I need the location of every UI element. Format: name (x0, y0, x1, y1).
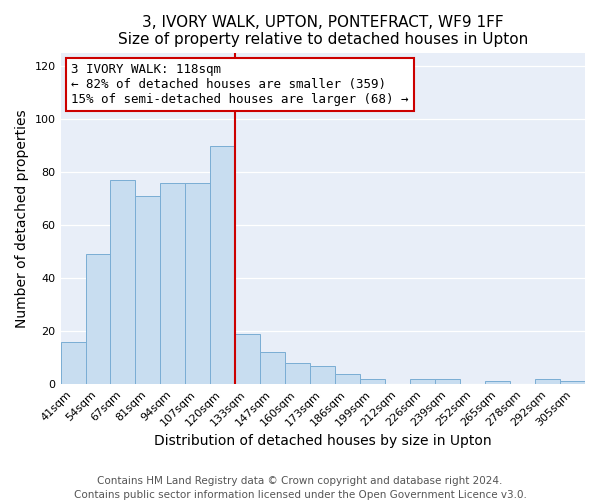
Bar (136, 196, 160, 384)
Bar (61, 342, 86, 384)
Bar (560, 382, 585, 384)
Text: Contains HM Land Registry data © Crown copyright and database right 2024.
Contai: Contains HM Land Registry data © Crown c… (74, 476, 526, 500)
Bar (286, 363, 310, 384)
Bar (485, 382, 510, 384)
Bar (410, 379, 435, 384)
Bar (86, 254, 110, 384)
Bar (185, 182, 211, 384)
Text: 3 IVORY WALK: 118sqm
← 82% of detached houses are smaller (359)
15% of semi-deta: 3 IVORY WALK: 118sqm ← 82% of detached h… (71, 62, 409, 106)
Bar (211, 146, 235, 384)
Bar (435, 379, 460, 384)
Bar (335, 374, 360, 384)
Title: 3, IVORY WALK, UPTON, PONTEFRACT, WF9 1FF
Size of property relative to detached : 3, IVORY WALK, UPTON, PONTEFRACT, WF9 1F… (118, 15, 528, 48)
Bar (360, 379, 385, 384)
Bar (110, 180, 136, 384)
Bar (310, 366, 335, 384)
X-axis label: Distribution of detached houses by size in Upton: Distribution of detached houses by size … (154, 434, 491, 448)
Bar (235, 334, 260, 384)
Bar (160, 182, 185, 384)
Bar (260, 352, 286, 384)
Bar (535, 379, 560, 384)
Y-axis label: Number of detached properties: Number of detached properties (15, 109, 29, 328)
